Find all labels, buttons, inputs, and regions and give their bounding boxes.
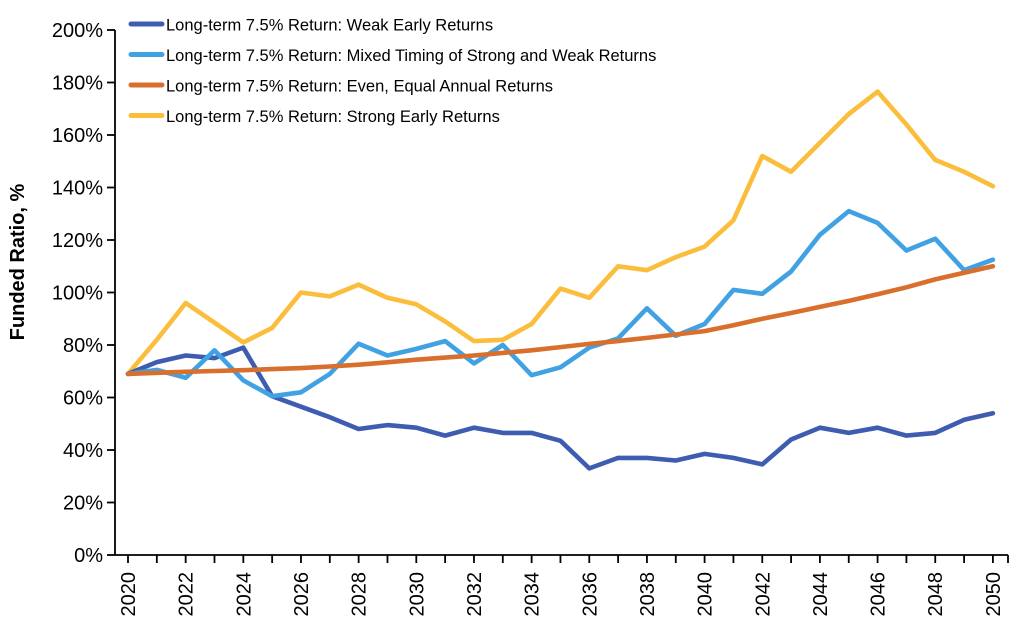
x-tick-label: 2030 [406, 572, 428, 617]
legend-label: Long-term 7.5% Return: Mixed Timing of S… [166, 47, 656, 65]
series-line-1 [125, 208, 996, 399]
y-tick-label: 160% [52, 125, 103, 147]
legend: Long-term 7.5% Return: Weak Early Return… [128, 17, 656, 126]
y-tick-label: 140% [52, 178, 103, 200]
x-tick-label: 2044 [810, 572, 832, 617]
y-axis: 0% 20% 40% 60% 80% 100% 120% 140% 160% 180% 200% [52, 20, 116, 567]
y-tick-label: 20% [63, 493, 103, 515]
x-tick-label: 2040 [695, 572, 717, 617]
x-tick-label: 2026 [291, 572, 313, 617]
x-tick-label: 2020 [118, 572, 140, 617]
legend-item: Long-term 7.5% Return: Strong Early Retu… [128, 108, 500, 126]
legend-label: Long-term 7.5% Return: Weak Early Return… [166, 17, 493, 35]
y-tick-label: 0% [74, 545, 103, 567]
legend-item: Long-term 7.5% Return: Mixed Timing of S… [128, 47, 656, 65]
legend-label: Long-term 7.5% Return: Strong Early Retu… [166, 108, 500, 126]
x-tick-label: 2050 [983, 572, 1005, 617]
x-tick-label: 2048 [925, 572, 947, 617]
x-axis: 2020 2022 2024 2026 2028 2030 2032 2034 2036 2038… [115, 554, 1009, 617]
legend-label: Long-term 7.5% Return: Even, Equal Annua… [166, 78, 553, 96]
x-tick-label: 2046 [868, 572, 890, 617]
x-tick-label: 2022 [176, 572, 198, 617]
y-tick-label: 200% [52, 20, 103, 42]
x-tick-label: 2032 [464, 572, 486, 617]
y-tick-label: 120% [52, 230, 103, 252]
legend-item: Long-term 7.5% Return: Even, Equal Annua… [128, 78, 553, 96]
x-tick-label: 2038 [637, 572, 659, 617]
y-tick-label: 80% [63, 335, 103, 357]
x-tick-label: 2028 [349, 572, 371, 617]
series-line-3 [125, 89, 996, 377]
y-tick-label: 180% [52, 73, 103, 95]
y-tick-label: 60% [63, 388, 103, 410]
y-axis-title: Funded Ratio, % [7, 183, 29, 340]
y-tick-label: 40% [63, 440, 103, 462]
plot-area [125, 89, 996, 471]
y-tick-label: 100% [52, 283, 103, 305]
legend-item: Long-term 7.5% Return: Weak Early Return… [128, 17, 493, 35]
x-tick-label: 2042 [752, 572, 774, 617]
x-tick-label: 2036 [579, 572, 601, 617]
series-line-2 [125, 263, 996, 377]
x-tick-label: 2034 [522, 572, 544, 617]
x-tick-label: 2024 [233, 572, 255, 617]
